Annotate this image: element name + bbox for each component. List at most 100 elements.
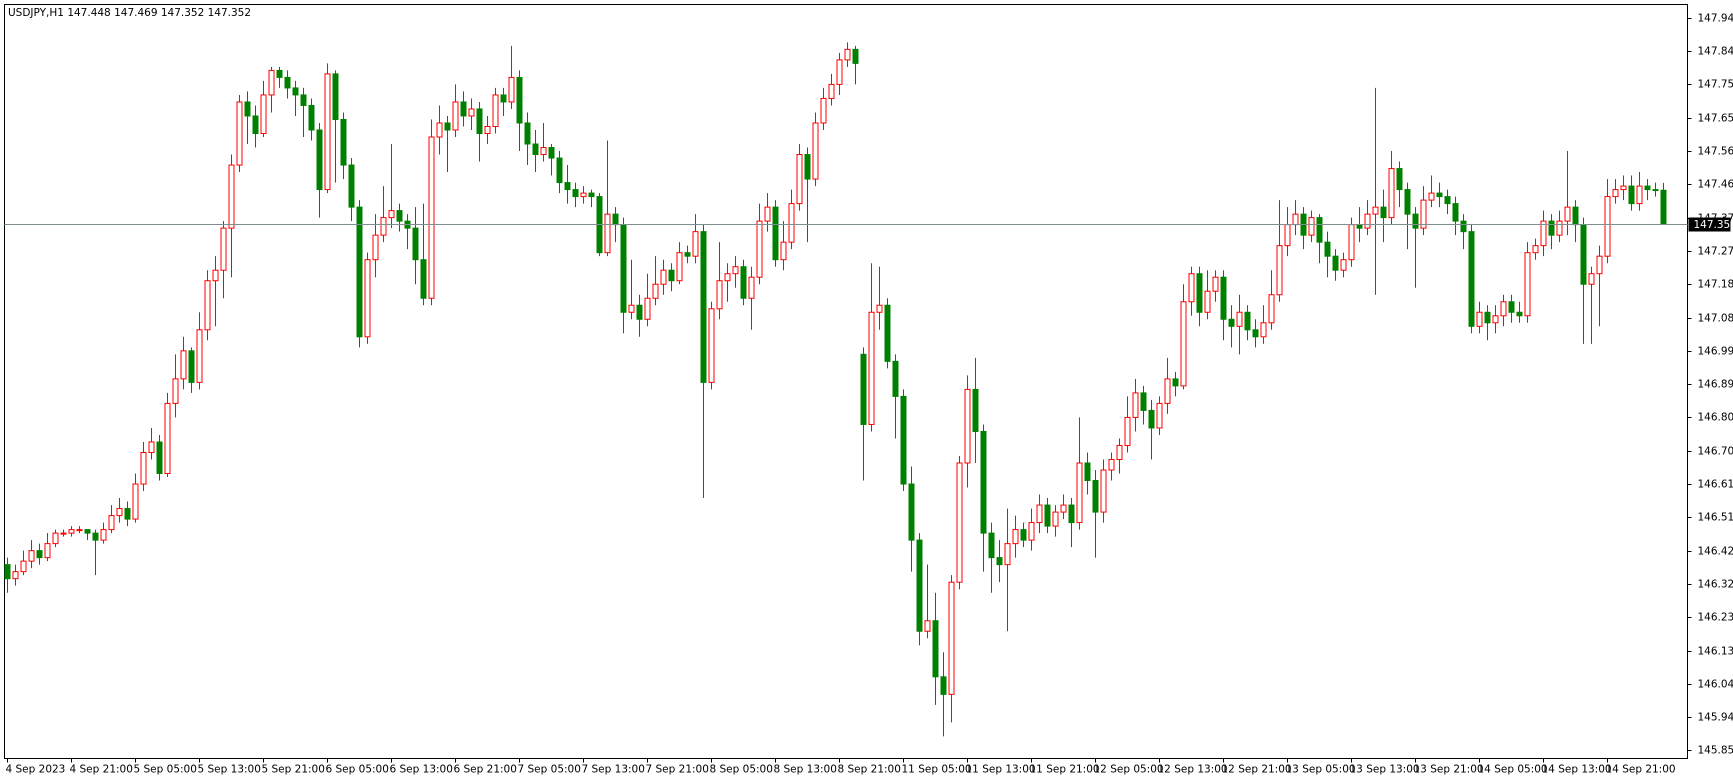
candle-body bbox=[132, 483, 139, 520]
candle-body bbox=[1404, 189, 1411, 215]
y-tick-label: 145.945 bbox=[1698, 712, 1733, 724]
candle-body bbox=[468, 108, 475, 117]
candle-body bbox=[1500, 301, 1507, 317]
x-tick-label: 12 Sep 21:00 bbox=[1222, 764, 1292, 776]
candle-body bbox=[932, 620, 939, 678]
symbol: USDJPY,H1 bbox=[8, 7, 64, 19]
candle-body bbox=[92, 532, 99, 541]
candle-body bbox=[388, 210, 395, 219]
candle-body bbox=[812, 122, 819, 180]
candle-body bbox=[524, 122, 531, 145]
candle-body bbox=[756, 220, 763, 278]
x-tick-label: 5 Sep 21:00 bbox=[262, 764, 325, 776]
candle-body bbox=[356, 206, 363, 338]
candle-body bbox=[412, 227, 419, 261]
candle-body bbox=[332, 73, 339, 120]
x-tick-label: 14 Sep 21:00 bbox=[1606, 764, 1676, 776]
candle-body bbox=[940, 676, 947, 695]
candle-body bbox=[1108, 458, 1115, 471]
candle-body bbox=[900, 395, 907, 485]
candle-body bbox=[532, 143, 539, 156]
x-tick-label: 6 Sep 13:00 bbox=[390, 764, 453, 776]
candle-body bbox=[204, 280, 211, 331]
candle-body bbox=[1492, 315, 1499, 324]
candle-body bbox=[252, 115, 259, 134]
x-tick-label: 7 Sep 21:00 bbox=[646, 764, 709, 776]
candle-body bbox=[1396, 168, 1403, 191]
candle-body bbox=[1028, 522, 1035, 541]
candle-body bbox=[1020, 529, 1027, 541]
candle-body bbox=[972, 388, 979, 432]
y-tick-label: 146.800 bbox=[1698, 412, 1733, 424]
candle-body bbox=[1180, 301, 1187, 387]
candle-body bbox=[1292, 213, 1299, 226]
candle-body bbox=[1156, 402, 1163, 429]
candle-body bbox=[1260, 322, 1267, 338]
y-tick-label: 147.275 bbox=[1698, 246, 1733, 258]
candle-body bbox=[924, 620, 931, 632]
y-tick-label: 147.940 bbox=[1698, 13, 1733, 25]
candle-body bbox=[652, 283, 659, 299]
candle-body bbox=[1132, 392, 1139, 418]
y-tick-label: 146.230 bbox=[1698, 612, 1733, 624]
candle-body bbox=[1580, 224, 1587, 285]
candle-body bbox=[1636, 185, 1643, 205]
candle-body bbox=[1052, 511, 1059, 527]
candle-body bbox=[396, 210, 403, 222]
candle-body bbox=[908, 483, 915, 541]
candle-body bbox=[612, 213, 619, 226]
candle-body bbox=[540, 147, 547, 156]
candle-body bbox=[1236, 311, 1243, 327]
candle-body bbox=[1268, 294, 1275, 324]
candle-body bbox=[1644, 185, 1651, 191]
candle-body bbox=[796, 154, 803, 205]
candle-body bbox=[436, 122, 443, 138]
candle-body bbox=[212, 269, 219, 282]
candle-body bbox=[220, 227, 227, 271]
x-tick-label: 8 Sep 13:00 bbox=[774, 764, 837, 776]
candle-body bbox=[1628, 185, 1635, 205]
candle-body bbox=[124, 508, 131, 520]
y-tick-label: 146.135 bbox=[1698, 646, 1733, 658]
candle-body bbox=[1172, 378, 1179, 387]
candle-body bbox=[164, 402, 171, 475]
candle-body bbox=[828, 83, 835, 99]
candle-body bbox=[628, 304, 635, 313]
candle-body bbox=[636, 304, 643, 320]
candle-body bbox=[20, 560, 27, 573]
y-tick-label: 147.845 bbox=[1698, 46, 1733, 58]
candle-body bbox=[348, 164, 355, 208]
candle-body bbox=[564, 182, 571, 191]
candle-body bbox=[572, 189, 579, 198]
candle-body bbox=[324, 73, 331, 191]
candle-body bbox=[196, 329, 203, 383]
x-tick-label: 4 Sep 21:00 bbox=[70, 764, 133, 776]
candle-body bbox=[156, 441, 163, 475]
candle-body bbox=[1468, 231, 1475, 327]
candle-body bbox=[1332, 255, 1339, 271]
candle-body bbox=[476, 108, 483, 134]
candle-body bbox=[372, 234, 379, 261]
candle-body bbox=[1116, 444, 1123, 460]
candle-body bbox=[308, 104, 315, 131]
candle-body bbox=[1220, 276, 1227, 320]
candle-body bbox=[548, 147, 555, 159]
candle-body bbox=[916, 539, 923, 632]
candle-body bbox=[948, 581, 955, 695]
y-tick-label: 146.705 bbox=[1698, 446, 1733, 458]
candle-body bbox=[836, 59, 843, 85]
candle-body bbox=[84, 529, 91, 534]
candle-body bbox=[732, 266, 739, 275]
candle-body bbox=[1356, 224, 1363, 229]
candle-body bbox=[1148, 409, 1155, 429]
candle-body bbox=[188, 350, 195, 383]
x-tick-label: 5 Sep 05:00 bbox=[134, 764, 197, 776]
candle-body bbox=[60, 532, 67, 535]
candle-body bbox=[956, 462, 963, 583]
y-tick-label: 146.990 bbox=[1698, 346, 1733, 358]
candle-body bbox=[508, 76, 515, 103]
x-tick-label: 11 Sep 21:00 bbox=[1030, 764, 1100, 776]
candle-body bbox=[604, 213, 611, 254]
candle-body bbox=[1204, 290, 1211, 313]
candle-body bbox=[1508, 301, 1515, 313]
